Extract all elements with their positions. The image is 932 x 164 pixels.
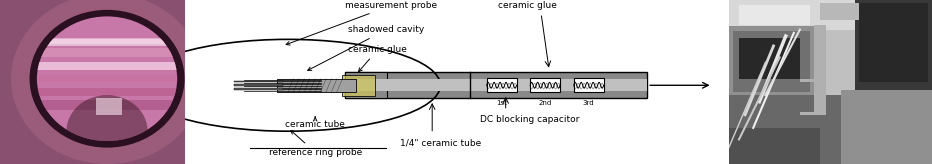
Circle shape	[37, 16, 177, 141]
Bar	[800, 79, 816, 82]
Bar	[234, 81, 282, 82]
Bar	[815, 25, 827, 115]
Bar	[277, 79, 356, 92]
Bar	[34, 62, 181, 70]
Text: 3rd: 3rd	[582, 100, 595, 106]
Bar	[234, 84, 282, 86]
Bar	[34, 48, 181, 57]
Text: measurement probe: measurement probe	[286, 1, 437, 45]
Text: 2nd: 2nd	[539, 100, 552, 106]
Bar	[800, 112, 816, 115]
Text: DC blocking capacitor: DC blocking capacitor	[481, 115, 580, 124]
Text: reference ring probe: reference ring probe	[268, 131, 362, 157]
Text: 1st: 1st	[496, 100, 507, 106]
Bar	[234, 88, 282, 90]
Text: ceramic glue: ceramic glue	[349, 45, 407, 72]
Bar	[729, 26, 820, 95]
Bar	[487, 78, 516, 92]
Bar	[841, 90, 932, 164]
Bar	[342, 75, 375, 96]
Bar	[739, 38, 800, 79]
Text: ceramic tube: ceramic tube	[285, 117, 345, 129]
Circle shape	[30, 10, 185, 148]
Bar	[34, 75, 181, 82]
Bar	[859, 3, 928, 82]
Circle shape	[66, 95, 147, 164]
Text: shadowed cavity: shadowed cavity	[308, 25, 424, 70]
Circle shape	[11, 0, 203, 164]
Text: 1/4" ceramic tube: 1/4" ceramic tube	[400, 139, 481, 148]
Bar	[733, 31, 810, 92]
Bar	[820, 3, 861, 20]
Bar	[345, 72, 647, 98]
Polygon shape	[345, 72, 387, 98]
Bar	[41, 39, 170, 46]
Bar	[96, 98, 122, 115]
Bar	[345, 79, 647, 91]
Bar	[729, 128, 820, 164]
Bar	[34, 88, 181, 96]
Text: ceramic glue: ceramic glue	[498, 1, 557, 10]
Bar	[574, 78, 604, 92]
Bar	[34, 38, 181, 44]
Bar	[729, 95, 841, 164]
Bar	[739, 5, 810, 25]
Bar	[855, 0, 932, 90]
Bar	[530, 78, 560, 92]
Bar	[34, 100, 181, 110]
Bar	[729, 0, 932, 30]
